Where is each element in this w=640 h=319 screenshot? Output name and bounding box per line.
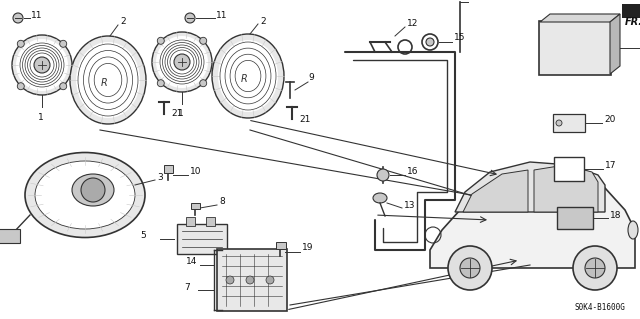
FancyBboxPatch shape xyxy=(553,114,585,132)
Polygon shape xyxy=(455,162,605,212)
Text: 19: 19 xyxy=(302,243,314,253)
FancyBboxPatch shape xyxy=(191,203,200,209)
Text: 14: 14 xyxy=(186,257,197,266)
Circle shape xyxy=(174,54,190,70)
Text: 1: 1 xyxy=(38,113,44,122)
Text: 21: 21 xyxy=(299,115,310,123)
Circle shape xyxy=(585,258,605,278)
Circle shape xyxy=(226,276,234,284)
Ellipse shape xyxy=(25,152,145,238)
FancyBboxPatch shape xyxy=(177,224,227,254)
Circle shape xyxy=(157,80,164,87)
Text: 12: 12 xyxy=(407,19,419,27)
Text: 9: 9 xyxy=(308,73,314,83)
Text: 5: 5 xyxy=(140,231,146,240)
FancyBboxPatch shape xyxy=(217,249,287,311)
Circle shape xyxy=(16,39,68,91)
FancyBboxPatch shape xyxy=(163,165,173,173)
Circle shape xyxy=(448,246,492,290)
Polygon shape xyxy=(540,14,620,22)
Text: 2: 2 xyxy=(260,17,266,26)
FancyBboxPatch shape xyxy=(557,207,593,229)
Text: 17: 17 xyxy=(605,161,616,170)
Text: 15: 15 xyxy=(454,33,465,42)
Ellipse shape xyxy=(35,161,135,229)
Circle shape xyxy=(426,38,434,46)
Text: FR.: FR. xyxy=(625,17,640,27)
FancyBboxPatch shape xyxy=(186,217,195,226)
Circle shape xyxy=(157,37,164,44)
Circle shape xyxy=(17,40,24,47)
Circle shape xyxy=(34,57,50,73)
Ellipse shape xyxy=(218,40,278,112)
Circle shape xyxy=(377,169,389,181)
Circle shape xyxy=(200,80,207,87)
FancyBboxPatch shape xyxy=(539,21,611,75)
Circle shape xyxy=(185,13,195,23)
Circle shape xyxy=(152,32,212,92)
Text: 2: 2 xyxy=(120,18,125,26)
Text: S0K4-B1600G: S0K4-B1600G xyxy=(574,303,625,312)
Polygon shape xyxy=(430,175,635,268)
Circle shape xyxy=(200,37,207,44)
FancyBboxPatch shape xyxy=(205,217,214,226)
Text: R: R xyxy=(241,74,248,84)
Circle shape xyxy=(81,178,105,202)
Polygon shape xyxy=(463,170,528,212)
Text: 18: 18 xyxy=(610,211,621,219)
Text: 13: 13 xyxy=(404,201,415,210)
FancyBboxPatch shape xyxy=(275,241,285,249)
Circle shape xyxy=(60,40,67,47)
Text: 21: 21 xyxy=(171,109,182,118)
Ellipse shape xyxy=(70,36,146,124)
Circle shape xyxy=(13,13,23,23)
Circle shape xyxy=(17,83,24,90)
Polygon shape xyxy=(534,165,598,212)
Circle shape xyxy=(156,36,208,88)
FancyBboxPatch shape xyxy=(554,157,584,181)
Ellipse shape xyxy=(628,221,638,239)
Circle shape xyxy=(460,258,480,278)
Text: 16: 16 xyxy=(407,167,419,175)
Ellipse shape xyxy=(72,174,114,206)
Text: 11: 11 xyxy=(31,11,42,19)
Polygon shape xyxy=(622,4,640,18)
Circle shape xyxy=(12,35,72,95)
Circle shape xyxy=(60,83,67,90)
Circle shape xyxy=(246,276,254,284)
Circle shape xyxy=(556,120,562,126)
Ellipse shape xyxy=(373,193,387,203)
Circle shape xyxy=(573,246,617,290)
Text: 10: 10 xyxy=(190,167,202,176)
Ellipse shape xyxy=(212,34,284,118)
Ellipse shape xyxy=(76,42,140,118)
Text: 1: 1 xyxy=(178,109,184,118)
Text: 8: 8 xyxy=(219,197,225,205)
FancyBboxPatch shape xyxy=(0,229,20,243)
Polygon shape xyxy=(610,14,620,74)
Text: 3: 3 xyxy=(157,173,163,182)
Text: 7: 7 xyxy=(184,283,189,292)
Text: 11: 11 xyxy=(216,11,227,19)
Text: R: R xyxy=(100,78,108,88)
Text: 20: 20 xyxy=(604,115,616,124)
Text: 6: 6 xyxy=(470,0,476,3)
Circle shape xyxy=(266,276,274,284)
